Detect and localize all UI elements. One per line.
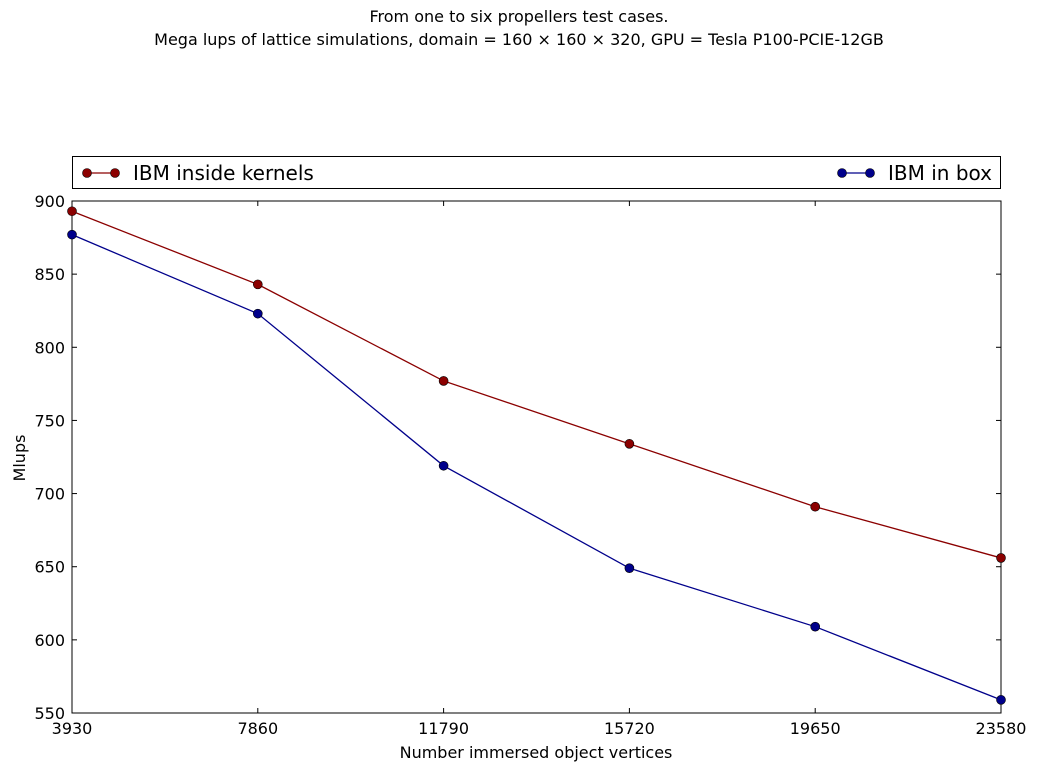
data-point-series-1 (996, 695, 1006, 705)
data-point-series-0 (624, 439, 635, 449)
series-layer (67, 206, 1006, 705)
x-tick-label: 23580 (976, 719, 1027, 738)
y-tick-label: 900 (34, 192, 65, 211)
series-line-0 (71, 210, 1002, 559)
legend-entry-ibm-in-box: IBM in box (836, 157, 992, 188)
y-tick-label: 850 (34, 265, 65, 284)
y-tick-label: 650 (34, 558, 65, 577)
y-tick-label: 550 (34, 704, 65, 723)
data-point-series-1 (252, 308, 263, 319)
data-point-series-0 (810, 501, 821, 512)
y-tick-label: 750 (34, 411, 65, 430)
x-tick-label: 15720 (604, 719, 655, 738)
legend-label-ibm-inside-kernels: IBM inside kernels (133, 160, 314, 185)
chart-title-line-1: From one to six propellers test cases. (369, 7, 669, 26)
legend-entry-ibm-inside-kernels: IBM inside kernels (81, 157, 314, 188)
chart-title: From one to six propellers test cases. M… (0, 5, 1038, 51)
data-point-series-0 (252, 279, 263, 290)
y-tick-label: 600 (34, 631, 65, 650)
legend: IBM inside kernels IBM in box (72, 156, 1001, 189)
y-tick-label: 700 (34, 485, 65, 504)
data-point-series-0 (996, 553, 1006, 563)
series-line-1 (71, 234, 1002, 701)
x-tick-label: 19650 (790, 719, 841, 738)
y-tick-label: 800 (34, 338, 65, 357)
data-point-series-0 (67, 206, 77, 217)
x-tick-label: 11790 (418, 719, 469, 738)
legend-marker-ibm-inside-kernels (82, 167, 120, 178)
chart-title-line-2: Mega lups of lattice simulations, domain… (154, 30, 884, 49)
x-tick-label: 3930 (52, 719, 93, 738)
data-point-series-1 (624, 563, 635, 573)
legend-marker-ibm-in-box (837, 167, 875, 178)
x-tick-label: 7860 (237, 719, 278, 738)
plot-frame (71, 200, 1002, 714)
data-point-series-0 (438, 376, 449, 386)
data-point-series-1 (67, 229, 77, 240)
x-axis-label: Number immersed object vertices (400, 743, 673, 762)
data-point-series-1 (438, 460, 449, 471)
legend-label-ibm-in-box: IBM in box (888, 160, 992, 185)
data-point-series-1 (810, 621, 821, 632)
y-axis-label: Mlups (10, 435, 29, 482)
axes: 3930 7860 11790 15720 19650 23580 550 600 650 700… (34, 192, 1026, 738)
